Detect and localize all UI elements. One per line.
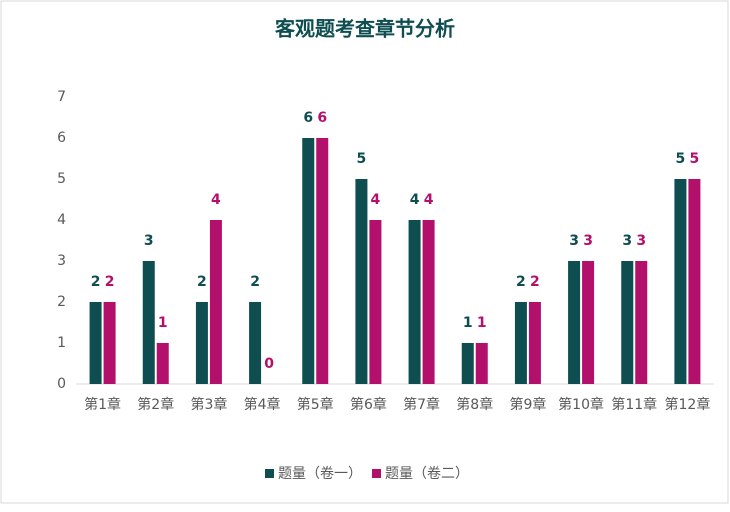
data-label: 4 — [211, 192, 221, 208]
y-tick-label: 6 — [57, 130, 66, 146]
bar — [369, 220, 382, 384]
data-label: 4 — [424, 192, 434, 208]
y-tick-label: 7 — [57, 89, 66, 105]
chart-title: 客观题考查章节分析 — [274, 17, 455, 41]
bar — [422, 220, 435, 384]
data-label: 6 — [317, 110, 327, 126]
data-label: 3 — [144, 233, 154, 249]
data-label: 1 — [463, 315, 473, 331]
bar — [316, 138, 329, 384]
bar — [461, 343, 474, 384]
legend-swatch — [372, 469, 381, 478]
data-label: 4 — [371, 192, 381, 208]
bar — [89, 302, 102, 384]
data-label: 2 — [197, 274, 207, 290]
x-tick-label: 第2章 — [137, 396, 174, 413]
bar — [568, 261, 581, 384]
bar — [408, 220, 421, 384]
y-tick-label: 0 — [57, 376, 66, 392]
y-tick-label: 5 — [57, 171, 66, 187]
x-tick-label: 第5章 — [297, 396, 334, 413]
x-tick-label: 第12章 — [665, 396, 711, 413]
data-label: 3 — [636, 233, 646, 249]
legend-label: 题量（卷一） — [278, 466, 362, 482]
x-tick-label: 第1章 — [84, 396, 121, 413]
bar — [621, 261, 634, 384]
y-tick-label: 2 — [57, 294, 66, 310]
data-label: 0 — [264, 356, 274, 372]
bar — [302, 138, 315, 384]
x-tick-label: 第11章 — [611, 396, 657, 413]
bar — [142, 261, 155, 384]
bar — [688, 179, 701, 384]
data-label: 1 — [158, 315, 168, 331]
data-label: 3 — [569, 233, 579, 249]
x-tick-label: 第6章 — [350, 396, 387, 413]
x-tick-label: 第7章 — [403, 396, 440, 413]
bar — [528, 302, 541, 384]
y-tick-label: 3 — [57, 253, 66, 269]
x-tick-label: 第4章 — [244, 396, 281, 413]
data-label: 2 — [250, 274, 260, 290]
x-tick-label: 第8章 — [456, 396, 493, 413]
data-label: 3 — [622, 233, 632, 249]
x-tick-label: 第9章 — [509, 396, 546, 413]
bar — [156, 343, 169, 384]
y-tick-label: 1 — [57, 335, 66, 351]
bar — [674, 179, 687, 384]
data-label: 2 — [91, 274, 101, 290]
bar — [635, 261, 648, 384]
bar — [475, 343, 488, 384]
bar — [355, 179, 368, 384]
data-label: 5 — [690, 151, 700, 167]
x-tick-label: 第10章 — [558, 396, 604, 413]
data-label: 2 — [105, 274, 115, 290]
data-label: 2 — [516, 274, 526, 290]
bar — [103, 302, 116, 384]
bar — [514, 302, 527, 384]
legend-label: 题量（卷二） — [385, 466, 469, 482]
data-label: 2 — [530, 274, 540, 290]
bar — [249, 302, 262, 384]
data-label: 4 — [410, 192, 420, 208]
data-label: 6 — [303, 110, 313, 126]
data-label: 1 — [477, 315, 487, 331]
data-label: 3 — [583, 233, 593, 249]
bar — [582, 261, 595, 384]
y-tick-label: 4 — [57, 212, 66, 228]
bar — [195, 302, 208, 384]
bar — [209, 220, 222, 384]
data-label: 5 — [357, 151, 367, 167]
data-label: 5 — [676, 151, 686, 167]
legend-swatch — [265, 469, 274, 478]
x-tick-label: 第3章 — [190, 396, 227, 413]
